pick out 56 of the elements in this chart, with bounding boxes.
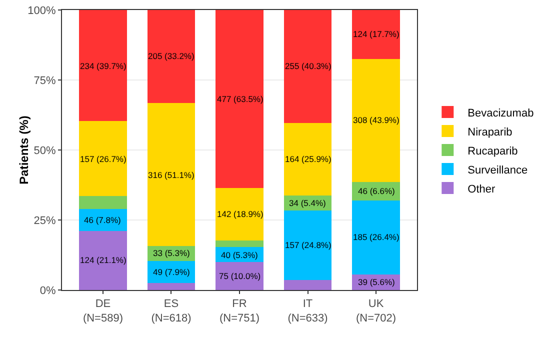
bar	[352, 59, 400, 182]
data-label: 157 (24.8%)	[285, 240, 332, 250]
legend-label: Niraparib	[468, 126, 512, 138]
bar	[216, 188, 264, 241]
data-label: 49 (7.9%)	[153, 267, 190, 277]
data-label: 142 (18.9%)	[217, 209, 264, 219]
legend-label: Rucaparib	[468, 145, 518, 158]
bar	[79, 10, 127, 122]
bar	[79, 209, 127, 231]
data-label: 33 (5.3%)	[153, 248, 190, 258]
data-label: 255 (40.3%)	[285, 61, 332, 71]
bar	[352, 200, 400, 274]
bar	[79, 121, 127, 196]
bar	[147, 10, 196, 103]
y-tick-label: 25%	[34, 214, 56, 227]
data-label: 477 (63.5%)	[217, 94, 264, 104]
x-tick-label: IT (N=633)	[288, 298, 328, 324]
bar	[216, 240, 264, 248]
data-label: 124 (17.7%)	[353, 29, 400, 39]
data-label: 46 (6.6%)	[358, 186, 396, 196]
data-label: 39 (5.6%)	[358, 277, 396, 287]
y-tick-label: 100%	[28, 4, 56, 17]
bar	[284, 10, 332, 123]
data-label: 40 (5.3%)	[221, 250, 258, 260]
bar	[79, 196, 127, 210]
x-tick-label: UK (N=702)	[356, 298, 396, 324]
data-label: 75 (10.0%)	[219, 271, 261, 281]
y-tick-label: 0%	[40, 284, 56, 297]
bar	[284, 122, 332, 196]
bar	[216, 10, 264, 188]
bar	[216, 262, 264, 290]
data-label: 34 (5.4%)	[289, 198, 326, 208]
legend-label: Other	[468, 183, 496, 196]
bar	[284, 210, 332, 280]
data-label: 46 (7.8%)	[84, 215, 122, 225]
data-label: 205 (33.2%)	[148, 51, 194, 61]
data-label: 308 (43.9%)	[353, 115, 400, 125]
bar	[352, 10, 400, 59]
data-label: 316 (51.1%)	[148, 170, 194, 180]
bar	[284, 280, 332, 290]
bar	[147, 283, 196, 290]
data-label: 185 (26.4%)	[353, 232, 400, 242]
legend-label: Bevacizumab	[468, 107, 534, 120]
y-tick-label: 75%	[34, 74, 56, 87]
x-tick-label: DE (N=589)	[82, 298, 123, 324]
x-tick-label: FR (N=751)	[219, 298, 260, 324]
data-label: 124 (21.1%)	[80, 255, 126, 265]
data-label: 157 (26.7%)	[80, 154, 126, 164]
data-label: 164 (25.9%)	[285, 154, 332, 164]
bar	[147, 102, 196, 246]
y-tick-label: 50%	[34, 144, 56, 157]
bar	[79, 230, 127, 290]
x-tick-label: ES (N=618)	[151, 298, 192, 324]
y-axis-title: Patients (%)	[17, 116, 31, 184]
data-label: 234 (39.7%)	[80, 61, 126, 71]
legend-label: Surveillance	[468, 164, 528, 176]
